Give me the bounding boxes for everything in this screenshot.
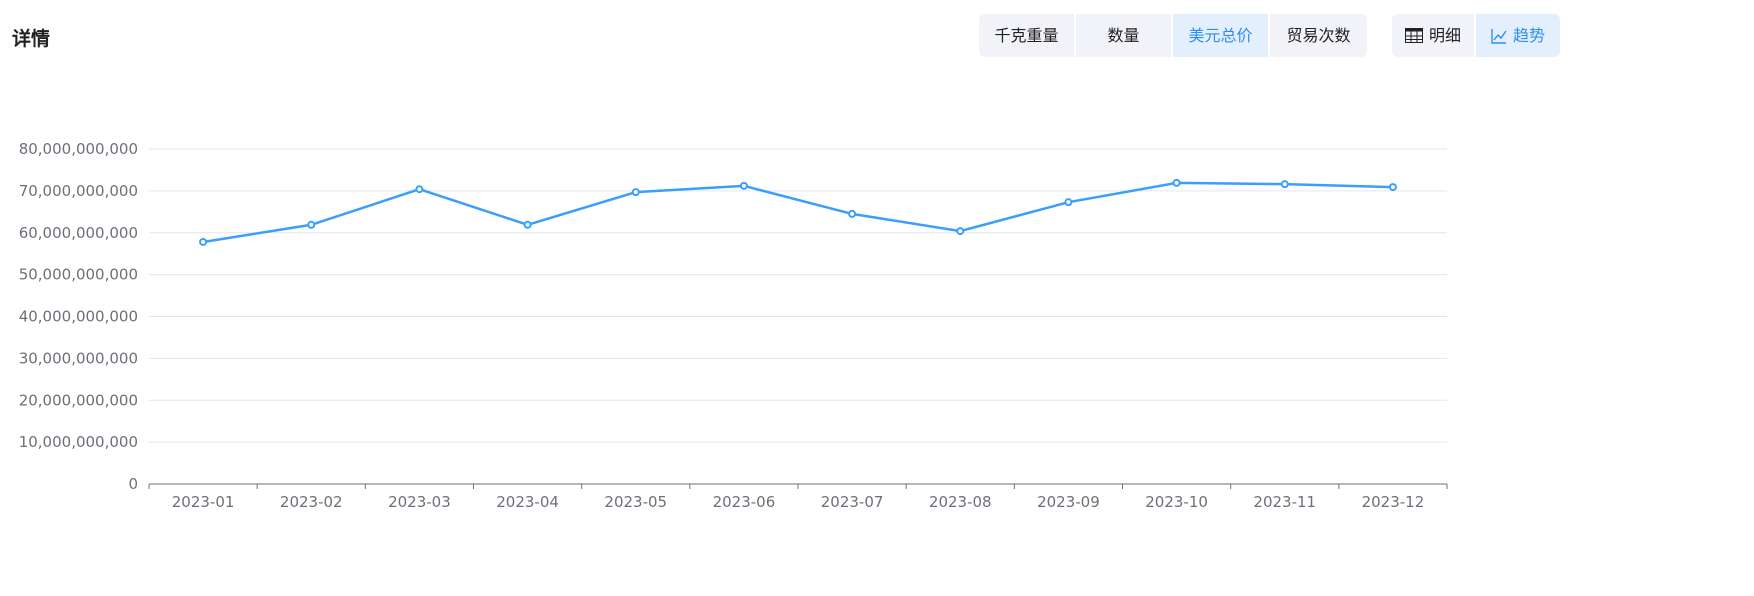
y-tick-label: 30,000,000,000 (19, 349, 138, 367)
tab-quantity[interactable]: 数量 (1076, 14, 1173, 57)
x-tick-label: 2023-02 (280, 493, 343, 511)
data-point (739, 181, 748, 190)
data-point (956, 227, 965, 236)
tab-weight-kg[interactable]: 千克重量 (979, 14, 1076, 57)
data-point (631, 188, 640, 197)
data-point (848, 209, 857, 218)
x-tick-label: 2023-12 (1362, 493, 1425, 511)
tab-trade-count[interactable]: 贸易次数 (1286, 26, 1351, 45)
y-tick-label: 10,000,000,000 (19, 433, 138, 451)
y-tick-label: 70,000,000,000 (19, 182, 138, 200)
page-title: 详情 (12, 28, 51, 50)
data-point (199, 237, 208, 246)
view-tabs: 明细 趋势 (1392, 14, 1560, 57)
x-tick-label: 2023-07 (821, 493, 884, 511)
x-tick-label: 2023-06 (713, 493, 776, 511)
data-point (523, 220, 532, 229)
x-tick-label: 2023-08 (929, 493, 992, 511)
x-tick-label: 2023-10 (1145, 493, 1208, 511)
data-point (1280, 180, 1289, 189)
y-tick-label: 60,000,000,000 (19, 224, 138, 242)
line-chart-icon (1491, 28, 1507, 44)
tab-detail[interactable]: 明细 (1392, 14, 1476, 57)
y-tick-label: 40,000,000,000 (19, 308, 138, 326)
x-tick-label: 2023-11 (1253, 493, 1316, 511)
x-tick-label: 2023-01 (172, 493, 235, 511)
x-tick-label: 2023-03 (388, 493, 451, 511)
tab-detail-label: 明细 (1428, 26, 1461, 45)
data-point (1172, 178, 1181, 187)
y-tick-label: 50,000,000,000 (19, 266, 138, 284)
data-point (307, 220, 316, 229)
series-line (202, 181, 1393, 244)
y-tick-label: 80,000,000,000 (19, 140, 138, 158)
tab-usd-total[interactable]: 美元总价 (1173, 14, 1270, 57)
data-point (1388, 183, 1397, 192)
x-tick-label: 2023-05 (604, 493, 667, 511)
data-point (415, 185, 424, 194)
x-tick-label: 2023-04 (496, 493, 559, 511)
y-tick-label: 0 (128, 475, 138, 493)
tab-trend-label: 趋势 (1512, 26, 1545, 45)
tab-trend[interactable]: 趋势 (1476, 14, 1560, 57)
table-icon (1404, 28, 1423, 43)
data-point (1064, 198, 1073, 207)
y-tick-label: 20,000,000,000 (19, 391, 138, 409)
metric-tabs: 千克重量 数量 美元总价 贸易次数 (979, 14, 1367, 57)
x-tick-label: 2023-09 (1037, 493, 1100, 511)
